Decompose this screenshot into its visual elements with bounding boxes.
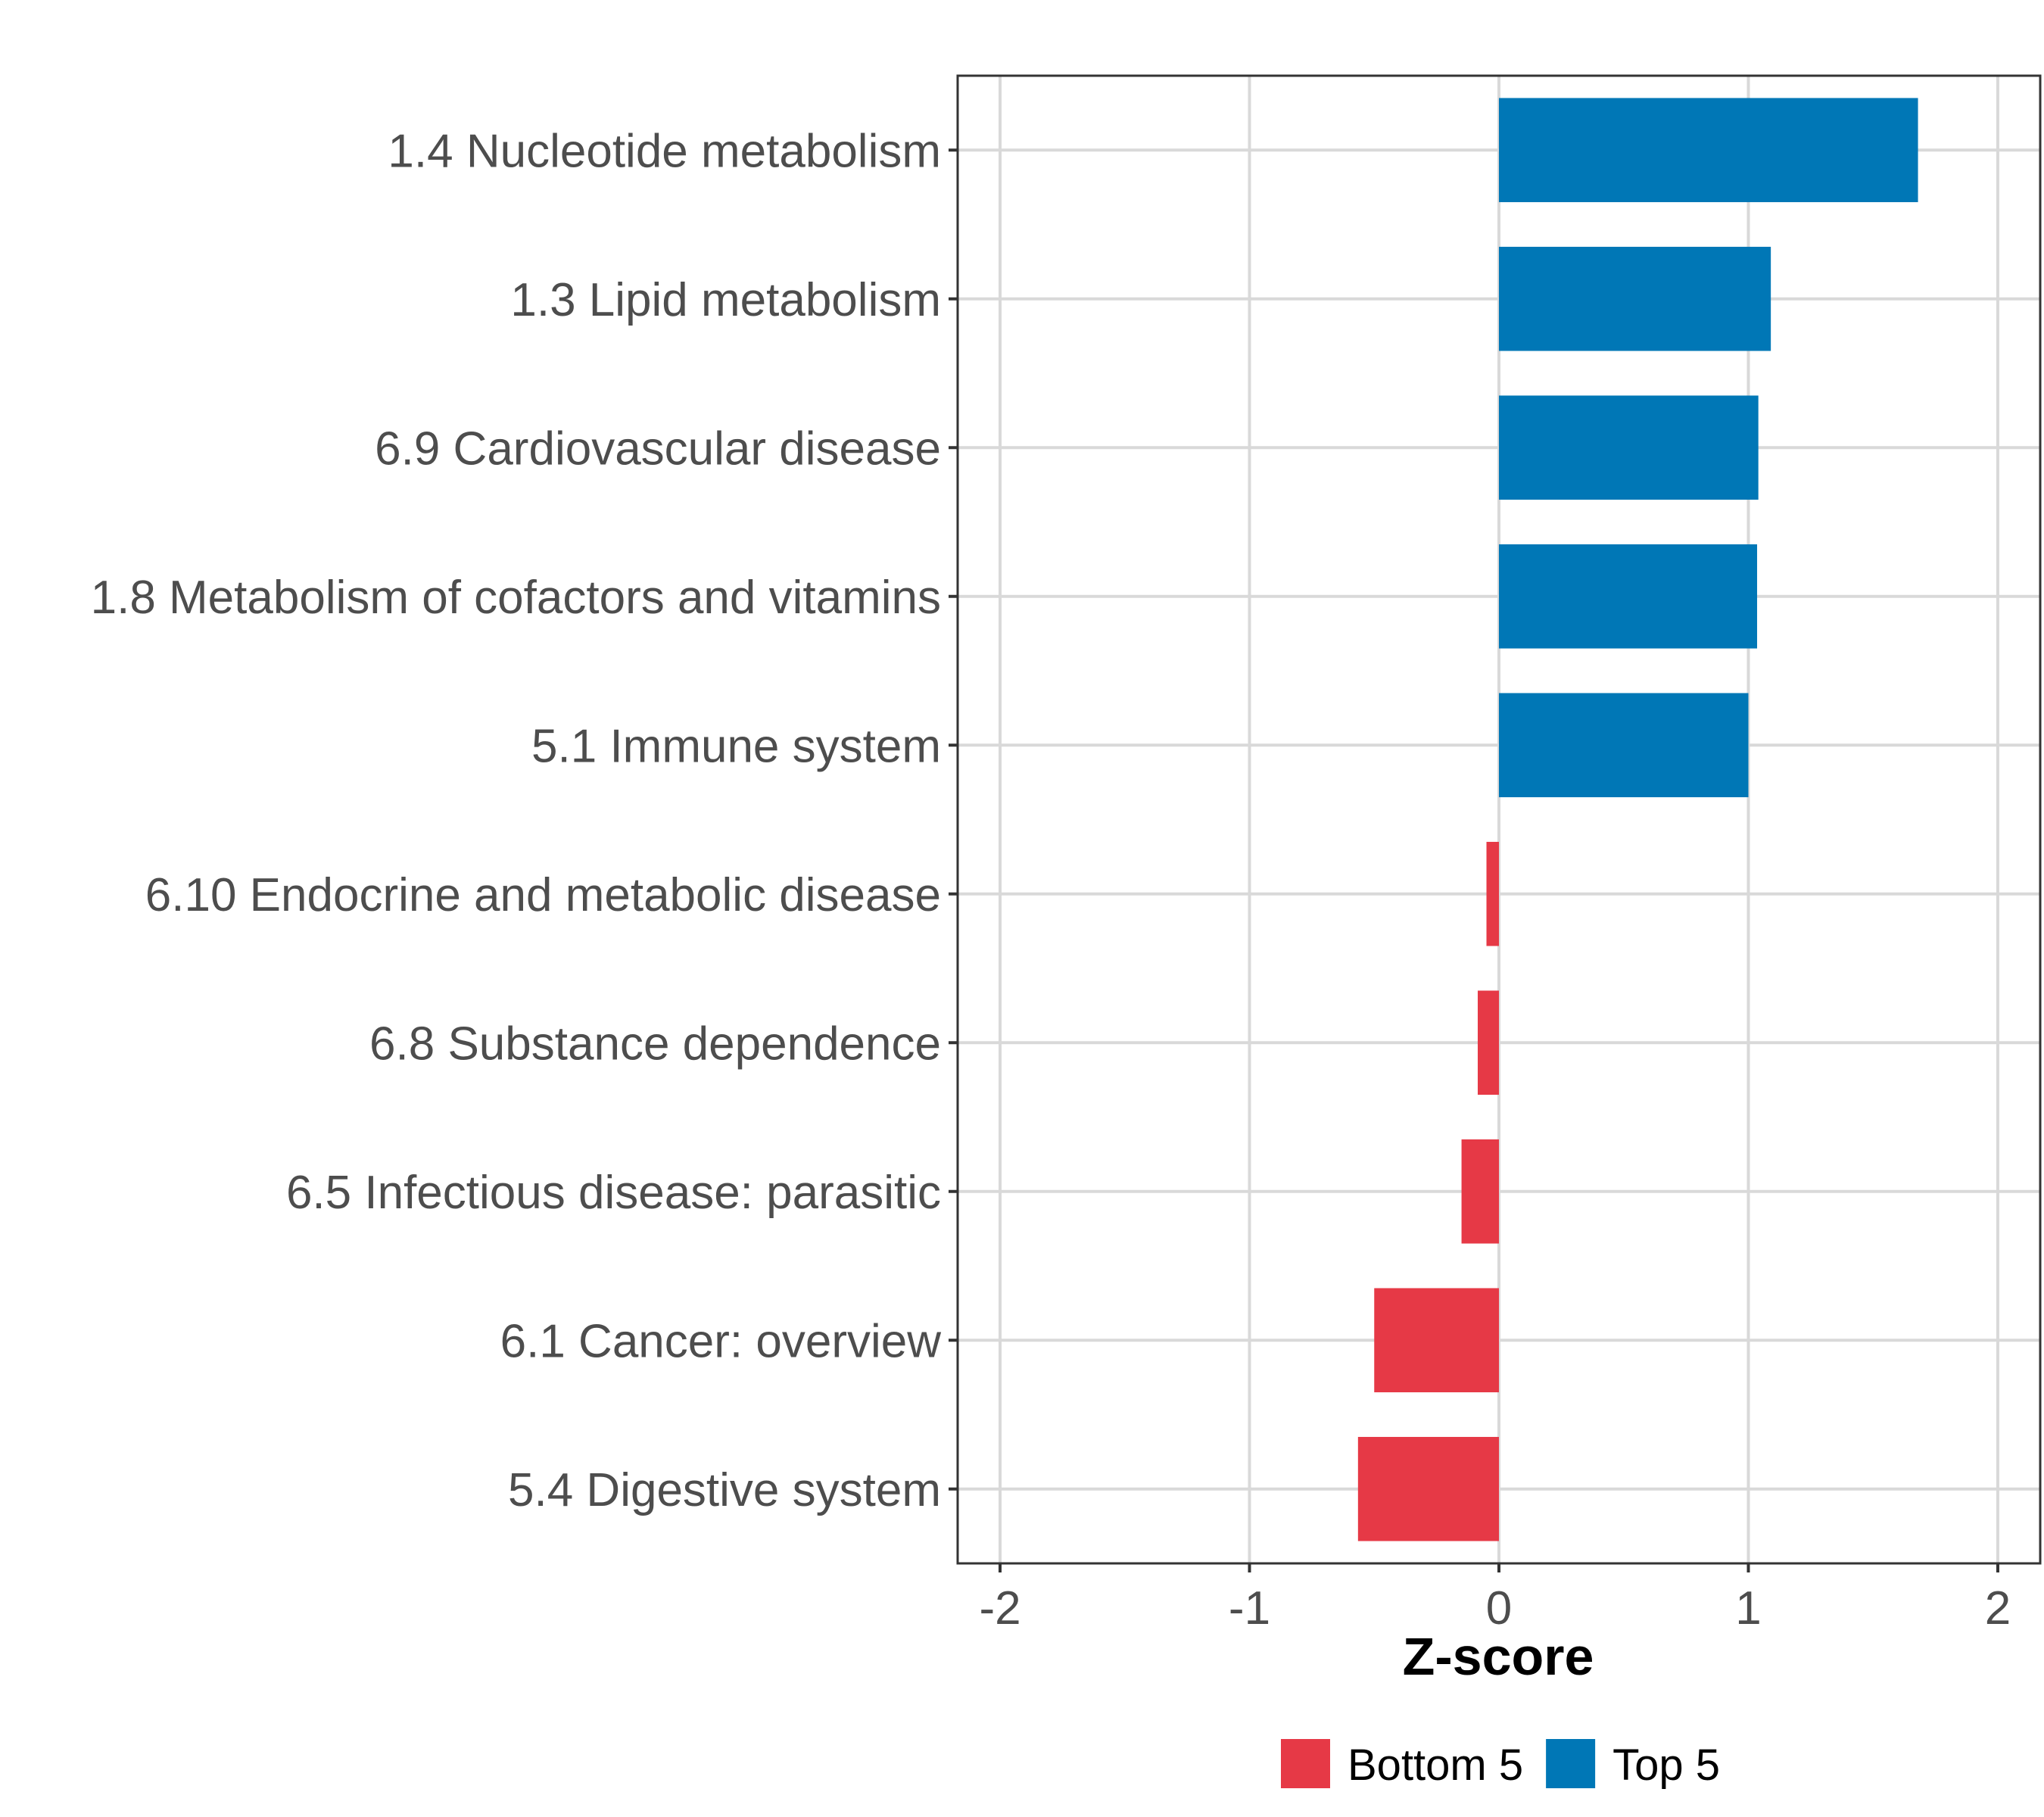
- x-axis-ticks: -2 -1 0 1 2: [979, 1563, 2011, 1635]
- legend-label: Bottom 5: [1348, 1741, 1523, 1790]
- bar: [1461, 1139, 1499, 1244]
- bar: [1357, 1436, 1499, 1541]
- legend: Bottom 5 Top 5: [1281, 1739, 1720, 1790]
- category-label: 5.4 Digestive system: [508, 1464, 941, 1516]
- legend-swatch: [1281, 1739, 1330, 1788]
- bar: [1477, 990, 1499, 1095]
- bar: [1486, 841, 1499, 946]
- category-label: 5.1 Immune system: [531, 720, 941, 772]
- category-label: 6.9 Cardiovascular disease: [375, 422, 941, 475]
- bar: [1499, 693, 1749, 798]
- x-tick-label: -1: [1229, 1582, 1270, 1635]
- category-label: 1.4 Nucleotide metabolism: [388, 125, 941, 177]
- category-label: 6.10 Endocrine and metabolic disease: [145, 869, 941, 921]
- category-label: 1.3 Lipid metabolism: [510, 274, 941, 326]
- bars: [1357, 98, 1918, 1541]
- x-tick-label: 2: [1985, 1582, 2011, 1635]
- x-axis-title: Z-score: [1403, 1627, 1594, 1686]
- bar: [1499, 98, 1918, 203]
- bar: [1499, 246, 1771, 351]
- bar: [1499, 544, 1758, 649]
- bar: [1374, 1288, 1499, 1393]
- bar: [1499, 395, 1759, 500]
- category-label: 1.8 Metabolism of cofactors and vitamins: [91, 572, 941, 624]
- category-label: 6.5 Infectious disease: parasitic: [286, 1167, 941, 1219]
- x-tick-label: 1: [1735, 1582, 1761, 1635]
- x-tick-label: -2: [979, 1582, 1020, 1635]
- legend-swatch: [1546, 1739, 1596, 1788]
- category-label: 6.1 Cancer: overview: [500, 1315, 942, 1367]
- x-tick-label: 0: [1486, 1582, 1512, 1635]
- category-label: 6.8 Substance dependence: [369, 1018, 941, 1070]
- category-labels: 1.4 Nucleotide metabolism 1.3 Lipid metab…: [91, 125, 958, 1516]
- legend-label: Top 5: [1612, 1741, 1720, 1790]
